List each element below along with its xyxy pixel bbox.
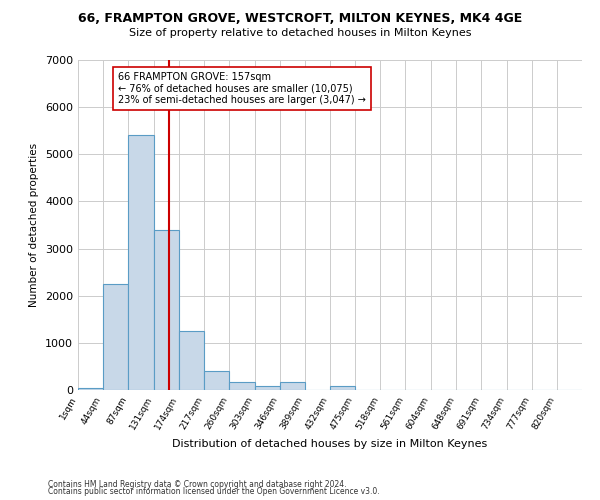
Text: 66, FRAMPTON GROVE, WESTCROFT, MILTON KEYNES, MK4 4GE: 66, FRAMPTON GROVE, WESTCROFT, MILTON KE…: [78, 12, 522, 26]
Text: Contains HM Land Registry data © Crown copyright and database right 2024.: Contains HM Land Registry data © Crown c…: [48, 480, 347, 489]
Bar: [229, 382, 254, 390]
Text: Contains public sector information licensed under the Open Government Licence v3: Contains public sector information licen…: [48, 487, 380, 496]
Bar: [254, 386, 280, 390]
Bar: [280, 382, 305, 390]
Bar: [330, 386, 355, 390]
Bar: [154, 230, 179, 390]
Bar: [128, 136, 154, 390]
Bar: [103, 284, 128, 390]
Text: Size of property relative to detached houses in Milton Keynes: Size of property relative to detached ho…: [129, 28, 471, 38]
X-axis label: Distribution of detached houses by size in Milton Keynes: Distribution of detached houses by size …: [172, 439, 488, 449]
Bar: [78, 388, 103, 390]
Bar: [179, 331, 204, 390]
Y-axis label: Number of detached properties: Number of detached properties: [29, 143, 40, 307]
Text: 66 FRAMPTON GROVE: 157sqm
← 76% of detached houses are smaller (10,075)
23% of s: 66 FRAMPTON GROVE: 157sqm ← 76% of detac…: [118, 72, 366, 105]
Bar: [204, 371, 229, 390]
